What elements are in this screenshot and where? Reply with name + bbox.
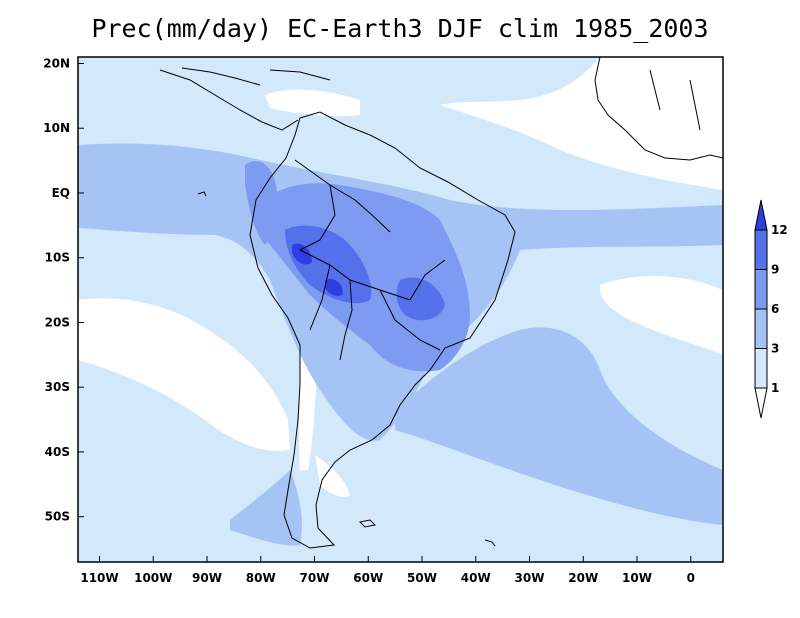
- y-tick-label: 50S: [45, 510, 70, 524]
- galapagos-islands: [197, 191, 207, 197]
- y-tick-label: 20S: [45, 315, 70, 329]
- dry-region-patagonia: [315, 455, 350, 497]
- central-america-coastline: [159, 67, 331, 131]
- colorbar-segment: [754, 348, 768, 389]
- x-tick-label: 70W: [300, 571, 330, 585]
- colorbar-level-label: 6: [771, 302, 779, 316]
- x-tick-label: 40W: [461, 571, 491, 585]
- colorbar-min-arrow: [754, 387, 768, 419]
- africa-coastline: [594, 57, 723, 161]
- x-tick-label: 20W: [568, 571, 598, 585]
- x-tick-label: 100W: [134, 571, 172, 585]
- x-tick-label: 110W: [80, 571, 118, 585]
- colorbar-level-label: 12: [771, 223, 788, 237]
- south-georgia: [484, 539, 496, 547]
- falkland-islands: [358, 519, 377, 528]
- colorbar-level-label: 9: [771, 263, 779, 277]
- plot-frame: [77, 56, 724, 563]
- y-tick-label: 10N: [43, 121, 70, 135]
- country-borders: [294, 159, 446, 361]
- precip-field: [78, 57, 723, 562]
- dry-region-caribbean: [265, 89, 360, 117]
- dry-region-north-atlantic: [440, 57, 723, 190]
- map-title: Prec(mm/day) EC-Earth3 DJF clim 1985_200…: [91, 14, 709, 43]
- colorbar-max-arrow: [754, 199, 768, 231]
- dry-region-subtropical-south-pacific: [78, 298, 290, 451]
- coastlines: [159, 57, 723, 549]
- precip-band-6-9-andes-west: [245, 161, 278, 245]
- x-tick-label: 90W: [192, 571, 222, 585]
- colorbar-segment: [754, 269, 768, 310]
- colorbar-segment: [754, 229, 768, 270]
- x-tick-label: 50W: [407, 571, 437, 585]
- y-tick-label: EQ: [52, 186, 70, 200]
- precip-band-9-12-brazil: [396, 277, 445, 321]
- precip-band-3-6-southern-chile: [230, 470, 302, 546]
- x-tick-label: 60W: [353, 571, 383, 585]
- y-tick-label: 20N: [43, 56, 70, 70]
- y-tick-label: 30S: [45, 380, 70, 394]
- colorbar: 1 3 6 9 12: [754, 199, 788, 419]
- x-tick-label: 30W: [515, 571, 545, 585]
- colorbar-level-label: 1: [771, 381, 779, 395]
- dry-region-south-atlantic-high: [599, 275, 723, 355]
- y-tick-label: 10S: [45, 251, 70, 265]
- axes: 110W 100W 90W 80W 70W 60W 50W 40W 30W 20W 10W 0 20N 1…: [43, 56, 695, 585]
- x-tick-label: 80W: [246, 571, 276, 585]
- x-tick-label: 0: [687, 571, 695, 585]
- y-tick-label: 40S: [45, 445, 70, 459]
- precip-band-3-6-south-atlantic-convergence: [395, 327, 723, 525]
- x-tick-label: 10W: [622, 571, 652, 585]
- colorbar-level-label: 3: [771, 342, 779, 356]
- colorbar-segment: [754, 308, 768, 349]
- precip-band-12-plus-peaks: [292, 243, 343, 296]
- south-america-coastline: [249, 111, 516, 549]
